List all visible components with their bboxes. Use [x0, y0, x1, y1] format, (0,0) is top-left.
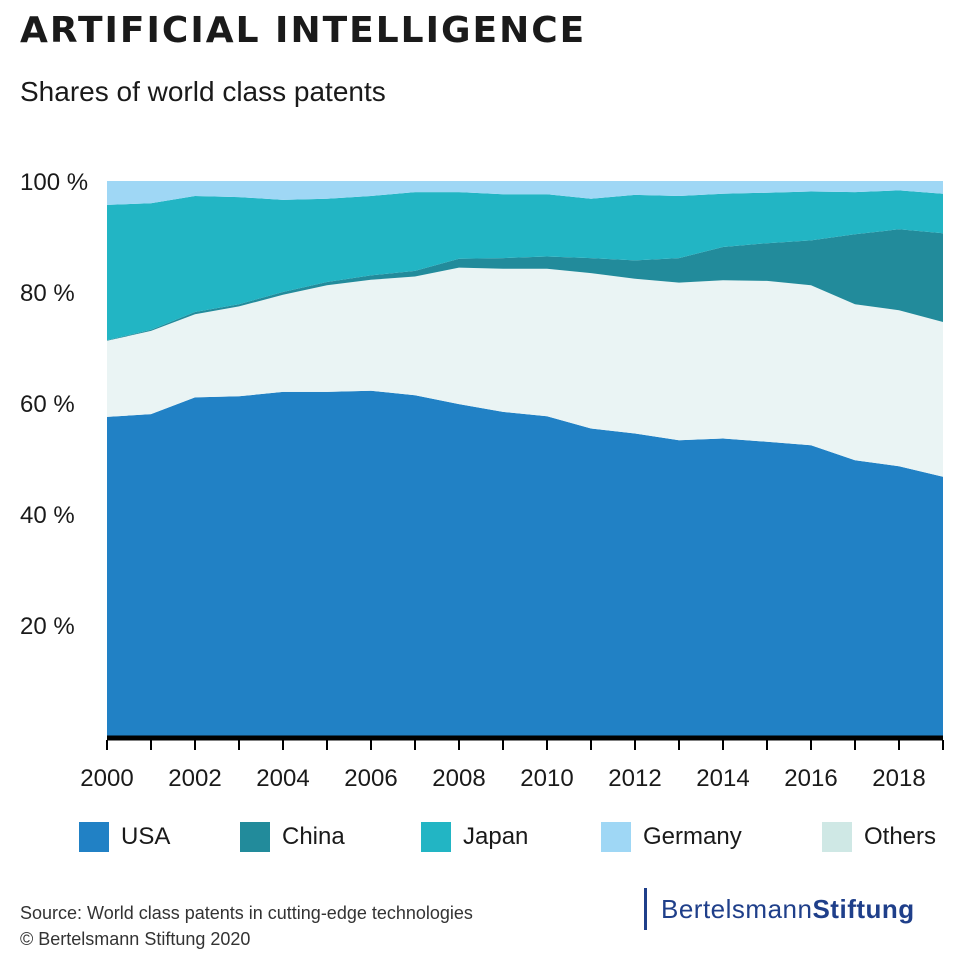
y-tick-label: 100 % [20, 169, 88, 196]
source-line: Source: World class patents in cutting-e… [20, 903, 473, 923]
chart-subtitle: Shares of world class patents [20, 76, 386, 107]
legend-item-germany: Germany [601, 822, 742, 852]
x-tick-label: 2000 [80, 765, 133, 792]
x-tick-label: 2002 [168, 765, 221, 792]
x-tick-label: 2008 [432, 765, 485, 792]
area-germany [107, 181, 943, 205]
x-tick-label: 2012 [608, 765, 661, 792]
copyright-line: © Bertelsmann Stiftung 2020 [20, 929, 251, 949]
area-usa [107, 390, 943, 736]
legend-label-others: Others [864, 823, 937, 850]
brand-text-bold: Stiftung [812, 893, 915, 924]
legend-label-usa: USA [121, 823, 171, 850]
legend-label-germany: Germany [643, 823, 742, 850]
legend-item-china: China [240, 822, 345, 852]
brand-logo: Bertelsmann Stiftung [644, 888, 915, 930]
legend: USA China Japan Germany Others [0, 822, 975, 858]
legend-label-japan: Japan [463, 823, 529, 850]
legend-item-others: Others [822, 822, 936, 852]
legend-swatch-others [822, 822, 852, 852]
y-tick-label: 60 % [20, 391, 75, 418]
area-others [107, 267, 943, 477]
x-axis: 2000 2002 2004 2006 2008 2010 2012 2014 2016 2018 [80, 735, 944, 792]
y-tick-label: 40 % [20, 502, 75, 529]
area-japan [107, 190, 943, 341]
legend-item-usa: USA [79, 822, 170, 852]
y-axis-ticks: 20 % 40 % 60 % 80 % 100 % [20, 169, 88, 640]
source-note: Source: World class patents in cutting-e… [20, 900, 473, 952]
x-tick-label: 2016 [784, 765, 837, 792]
chart-title: ARTIFICIAL INTELLIGENCE [20, 10, 587, 51]
y-tick-label: 20 % [20, 613, 75, 640]
x-tick-label: 2004 [256, 765, 309, 792]
brand-text-regular: Bertelsmann [661, 893, 813, 924]
x-tick-label: 2018 [872, 765, 925, 792]
area-china [107, 229, 943, 341]
y-tick-label: 80 % [20, 280, 75, 307]
legend-label-china: China [282, 823, 345, 850]
legend-swatch-japan [421, 822, 451, 852]
chart-areas [107, 181, 943, 736]
x-tick-label: 2010 [520, 765, 573, 792]
legend-swatch-germany [601, 822, 631, 852]
stacked-area-chart: 20 %40 %60 %80 %100 % 2000 2002 2004 2006 20… [20, 169, 944, 792]
legend-item-japan: Japan [421, 822, 528, 852]
x-tick-label: 2006 [344, 765, 397, 792]
legend-swatch-usa [79, 822, 109, 852]
legend-swatch-china [240, 822, 270, 852]
x-tick-label: 2014 [696, 765, 749, 792]
